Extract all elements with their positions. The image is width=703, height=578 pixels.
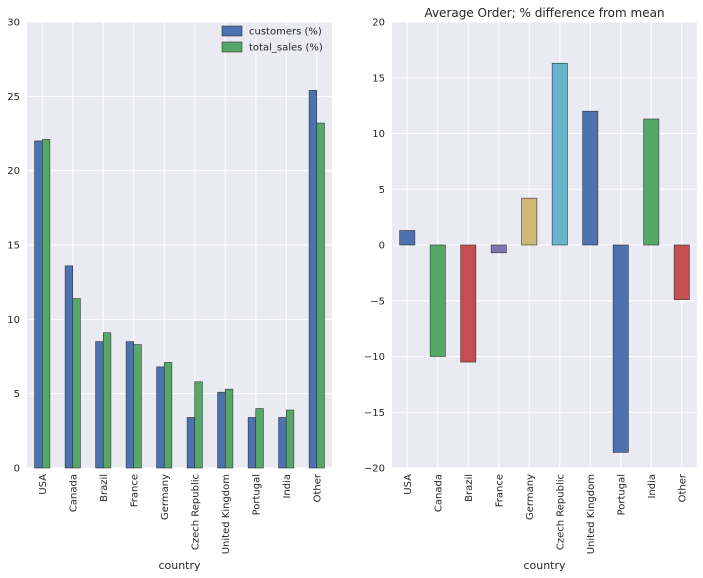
x-tick-label-other: Other <box>677 473 688 502</box>
bar-customers-india <box>278 417 287 469</box>
bar-customers-brazil <box>95 341 104 469</box>
bar-total-sales-united-kingdom <box>224 388 234 469</box>
bar-total-sales-portugal <box>255 408 264 469</box>
y-tick-label: 10 <box>372 129 385 140</box>
legend-swatch-total-sales <box>221 41 243 53</box>
chart-title: Average Order; % difference from mean <box>424 6 664 20</box>
x-axis-label: country <box>158 559 201 572</box>
y-tick-label: 5 <box>379 185 385 196</box>
x-tick-label-canada: Canada <box>68 474 79 512</box>
bar-usa <box>399 230 416 246</box>
y-tick-label: −10 <box>364 352 385 363</box>
bar-customers-france <box>125 341 135 469</box>
bar-total-sales-other <box>316 122 325 469</box>
bar-total-sales-france <box>133 344 142 469</box>
bar-india <box>643 118 660 246</box>
x-tick-label-united-kingdom: United Kingdom <box>586 474 597 554</box>
right-chart-average-order-difference: −20 −15 −10 −5 0 5 10 15 20 USA Canada Brazil France… <box>364 6 697 572</box>
bar-total-sales-usa <box>41 139 51 469</box>
bar-customers-canada <box>64 265 74 469</box>
x-tick-label-portugal: Portugal <box>251 474 262 515</box>
y-tick-label: −20 <box>364 464 385 475</box>
x-tick-label-germany: Germany <box>525 474 536 520</box>
y-tick-label: 20 <box>372 18 385 29</box>
x-tick-label-czech-republic: Czech Republic <box>555 474 566 550</box>
bar-customers-portugal <box>247 417 257 469</box>
x-tick-label-united-kingdom: United Kingdom <box>221 474 232 554</box>
x-axis-label: country <box>523 559 566 572</box>
y-tick-label: 5 <box>14 389 20 400</box>
legend-label-total-sales: total_sales (%) <box>249 43 323 54</box>
y-tick-label: 0 <box>379 241 385 252</box>
legend: customers (%) total_sales (%) <box>221 25 323 54</box>
bar-brazil <box>460 244 477 363</box>
y-tick-label: −5 <box>370 296 385 307</box>
y-tick-label: 10 <box>7 315 20 326</box>
bar-total-sales-canada <box>72 298 81 469</box>
x-tick-label-other: Other <box>312 473 323 502</box>
x-tick-label-india: India <box>647 474 658 499</box>
x-tick-label-brazil: Brazil <box>99 474 110 502</box>
x-tick-label-canada: Canada <box>433 474 444 512</box>
bar-united-kingdom <box>582 110 599 246</box>
bar-other <box>673 244 690 300</box>
x-tick-label-usa: USA <box>38 474 49 495</box>
legend-swatch-customers <box>221 25 243 37</box>
x-tick-label-india: India <box>282 474 293 499</box>
x-tick-label-france: France <box>494 474 505 507</box>
y-tick-label: 25 <box>7 92 20 103</box>
y-tick-label: −15 <box>364 408 385 419</box>
bar-total-sales-india <box>285 409 295 469</box>
y-tick-label: 15 <box>372 73 385 84</box>
y-tick-label: 30 <box>7 18 20 29</box>
x-tick-label-usa: USA <box>403 474 414 495</box>
bar-total-sales-brazil <box>102 332 112 469</box>
x-tick-label-czech-republic: Czech Republic <box>190 474 201 550</box>
legend-label-customers: customers (%) <box>249 27 322 38</box>
bar-canada <box>429 244 446 357</box>
bar-total-sales-germany <box>163 362 173 469</box>
left-chart-customers-vs-sales: 0 5 10 15 20 25 30 USA Canada Brazil France Germany… <box>7 18 332 572</box>
bar-customers-germany <box>156 366 165 469</box>
x-tick-label-germany: Germany <box>160 474 171 520</box>
bar-czech-republic <box>551 62 568 246</box>
y-tick-label: 0 <box>14 464 20 475</box>
x-tick-label-portugal: Portugal <box>616 474 627 515</box>
bar-portugal <box>612 244 629 453</box>
bar-customers-united-kingdom <box>217 391 226 469</box>
x-tick-label-brazil: Brazil <box>464 474 475 502</box>
bar-customers-other <box>308 90 318 469</box>
bar-customers-czech-republic <box>186 417 196 469</box>
bar-france <box>490 244 507 254</box>
y-tick-label: 15 <box>7 241 20 252</box>
bar-germany <box>521 197 538 246</box>
bar-total-sales-czech-republic <box>194 381 203 469</box>
y-tick-label: 20 <box>7 166 20 177</box>
x-tick-label-france: France <box>129 474 140 507</box>
bar-customers-usa <box>34 140 43 469</box>
